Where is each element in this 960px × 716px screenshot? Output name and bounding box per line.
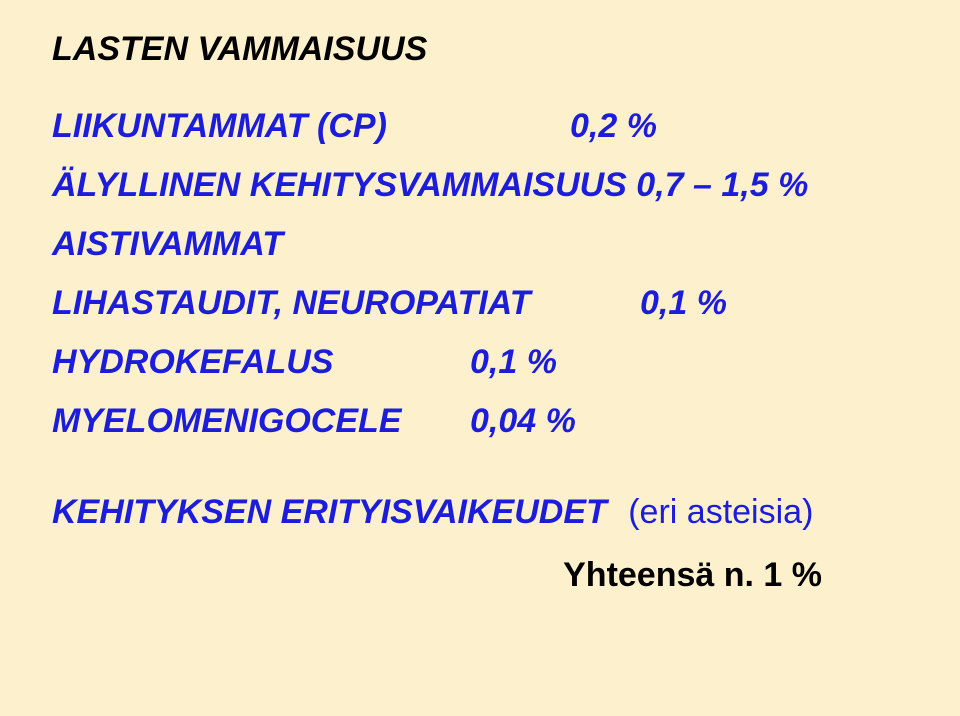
row-label: MYELOMENIGOCELE bbox=[52, 402, 470, 441]
list-item: LIIKUNTAMMAT (CP) 0,2 % bbox=[52, 107, 920, 146]
total-row: Yhteensä n. 1 % bbox=[52, 556, 920, 595]
row-value: 0,1 % bbox=[640, 284, 727, 323]
footer-note: (eri asteisia) bbox=[628, 493, 813, 531]
row-label: LIIKUNTAMMAT (CP) bbox=[52, 107, 570, 146]
list-item: ÄLYLLINEN KEHITYSVAMMAISUUS 0,7 – 1,5 % bbox=[52, 166, 920, 205]
row-value: 0,04 % bbox=[470, 402, 576, 441]
row-label: ÄLYLLINEN KEHITYSVAMMAISUUS 0,7 – 1,5 % bbox=[52, 166, 920, 205]
list-item: MYELOMENIGOCELE 0,04 % bbox=[52, 402, 920, 441]
row-value: 0,1 % bbox=[470, 343, 557, 382]
list-item: AISTIVAMMAT bbox=[52, 225, 920, 264]
row-value: 0,2 % bbox=[570, 107, 657, 146]
list-item: LIHASTAUDIT, NEUROPATIAT 0,1 % bbox=[52, 284, 920, 323]
row-label: AISTIVAMMAT bbox=[52, 225, 920, 264]
row-label: LIHASTAUDIT, NEUROPATIAT bbox=[52, 284, 640, 323]
list-item: HYDROKEFALUS 0,1 % bbox=[52, 343, 920, 382]
footer-row: KEHITYKSEN ERITYISVAIKEUDET (eri asteisi… bbox=[52, 493, 920, 532]
page-title: LASTEN VAMMAISUUS bbox=[52, 30, 920, 69]
slide-page: LASTEN VAMMAISUUS LIIKUNTAMMAT (CP) 0,2 … bbox=[0, 0, 960, 716]
footer-label: KEHITYKSEN ERITYISVAIKEUDET bbox=[52, 493, 607, 531]
row-label: HYDROKEFALUS bbox=[52, 343, 470, 382]
